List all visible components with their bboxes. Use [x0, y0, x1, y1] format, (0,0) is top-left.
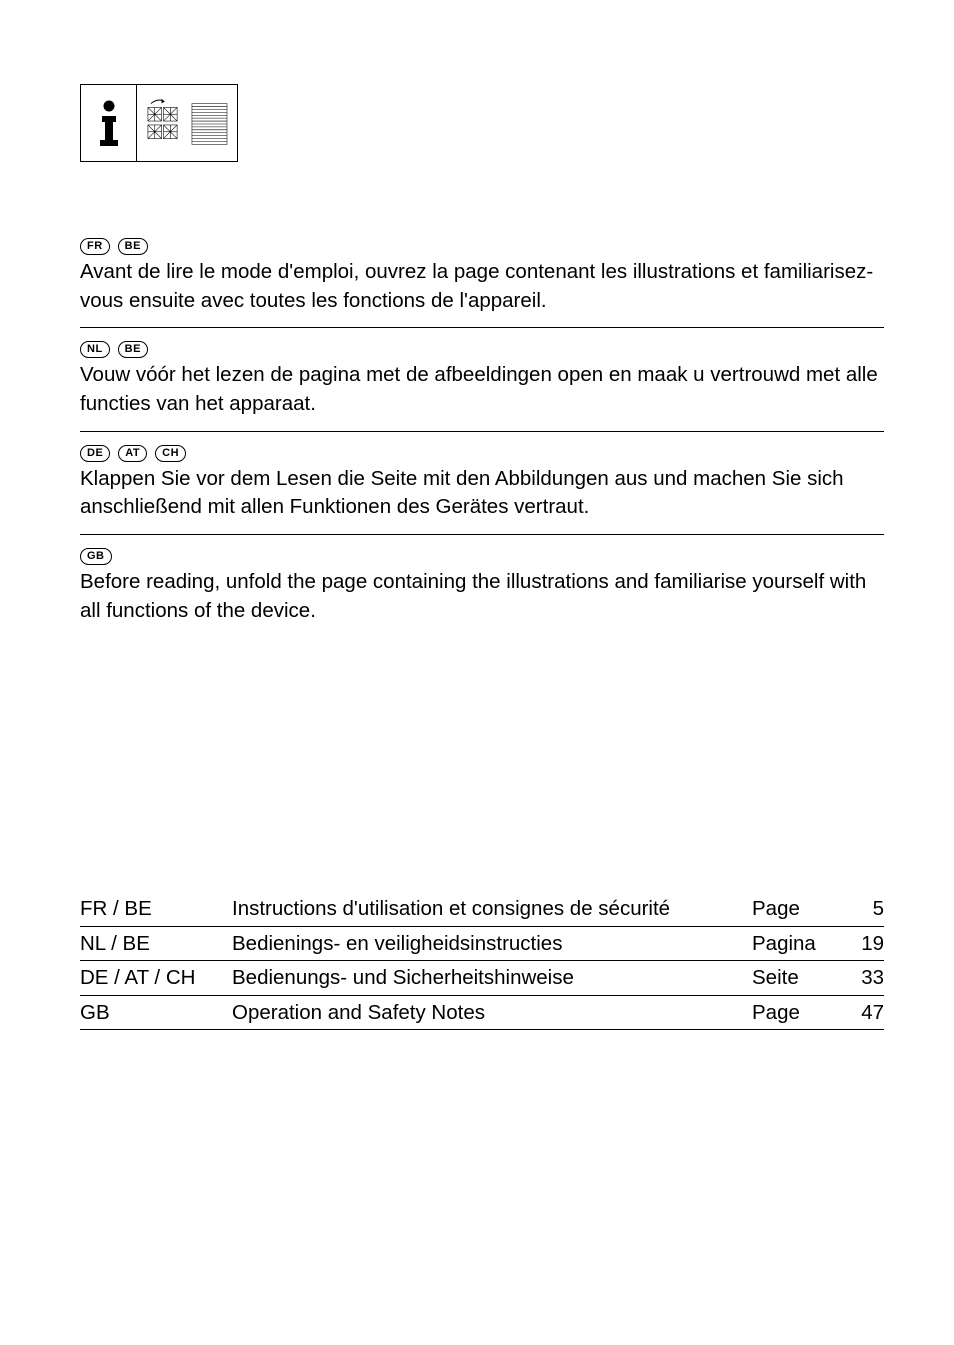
toc-title: Bedienings- en veiligheidsinstructies: [232, 934, 726, 955]
toc-title: Instructions d'utilisation et consignes …: [232, 899, 726, 920]
language-badge: AT: [118, 445, 147, 462]
info-icon-box: [80, 84, 238, 162]
separator: [80, 431, 884, 432]
toc-language: NL / BE: [80, 934, 232, 955]
toc-page-number: 33: [836, 968, 884, 989]
toc-page-number: 47: [836, 1003, 884, 1024]
language-badges: NL BE: [80, 341, 884, 358]
instruction-text: Avant de lire le mode d'emploi, ouvrez l…: [80, 258, 884, 315]
language-block: DE AT CH Klappen Sie vor dem Lesen die Seit…: [80, 445, 884, 522]
separator: [80, 327, 884, 328]
toc-page-label: Page: [726, 899, 836, 920]
language-badges: GB: [80, 548, 884, 565]
language-badge: BE: [118, 238, 148, 255]
toc-row: FR / BEInstructions d'utilisation et con…: [80, 892, 884, 927]
toc-row: DE / AT / CHBedienungs- und Sicherheitsh…: [80, 961, 884, 996]
table-of-contents: FR / BEInstructions d'utilisation et con…: [80, 892, 884, 1030]
instruction-text: Before reading, unfold the page containi…: [80, 568, 884, 625]
instruction-text: Klappen Sie vor dem Lesen die Seite mit …: [80, 465, 884, 522]
language-badge: FR: [80, 238, 110, 255]
instruction-text: Vouw vóór het lezen de pagina met de afb…: [80, 361, 884, 418]
toc-language: DE / AT / CH: [80, 968, 232, 989]
language-badge: DE: [80, 445, 110, 462]
language-badge: GB: [80, 548, 112, 565]
toc-page-label: Pagina: [726, 934, 836, 955]
toc-row: NL / BEBedienings- en veiligheidsinstruc…: [80, 927, 884, 962]
toc-language: FR / BE: [80, 899, 232, 920]
toc-page-number: 19: [836, 934, 884, 955]
language-badge: NL: [80, 341, 110, 358]
toc-page-label: Seite: [726, 968, 836, 989]
separator: [80, 534, 884, 535]
toc-title: Bedienungs- und Sicherheitshinweise: [232, 968, 726, 989]
info-letter-icon: [81, 85, 137, 161]
language-block: NL BE Vouw vóór het lezen de pagina met de…: [80, 341, 884, 418]
language-badge: CH: [155, 445, 186, 462]
toc-row: GBOperation and Safety NotesPage47: [80, 996, 884, 1031]
toc-language: GB: [80, 1003, 232, 1024]
language-block: FR BE Avant de lire le mode d'emploi, ouvr…: [80, 238, 884, 315]
language-block: GB Before reading, unfold the page contai…: [80, 548, 884, 625]
toc-title: Operation and Safety Notes: [232, 1003, 726, 1024]
info-diagram-icon: [137, 85, 237, 161]
language-badges: DE AT CH: [80, 445, 884, 462]
language-badge: BE: [118, 341, 148, 358]
toc-page-number: 5: [836, 899, 884, 920]
toc-page-label: Page: [726, 1003, 836, 1024]
language-badges: FR BE: [80, 238, 884, 255]
